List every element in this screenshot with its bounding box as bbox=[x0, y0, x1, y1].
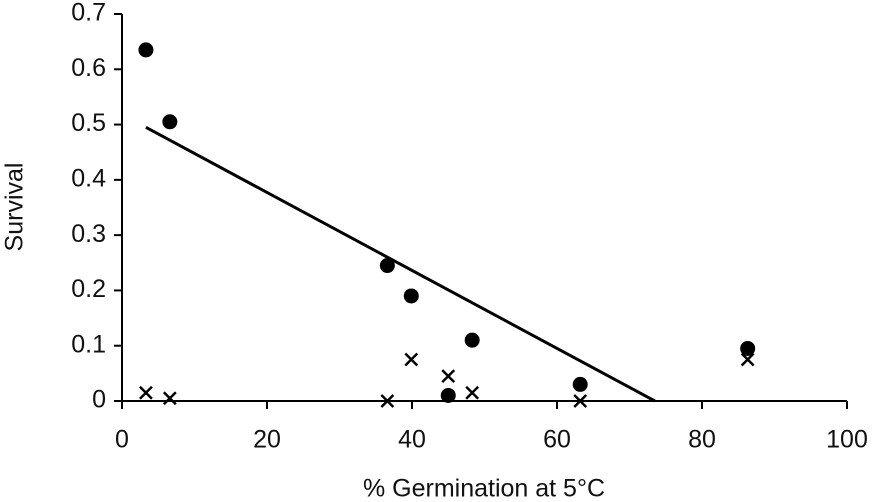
point bbox=[440, 387, 456, 403]
y-axis-title: Survival bbox=[1, 163, 29, 252]
point bbox=[464, 332, 480, 348]
y-tick-label: 0.4 bbox=[71, 164, 106, 192]
x-tick-label: 20 bbox=[253, 426, 281, 454]
point bbox=[573, 394, 588, 408]
x-axis-title: % Germination at 5°C bbox=[363, 475, 605, 502]
point bbox=[572, 376, 588, 392]
x-tick-label: 60 bbox=[543, 426, 571, 454]
point bbox=[139, 385, 153, 400]
y-tick-label: 0.1 bbox=[71, 330, 106, 358]
point bbox=[441, 369, 456, 384]
y-tick-label: 0 bbox=[92, 386, 106, 414]
y-tick-label: 0.5 bbox=[71, 109, 106, 137]
y-tick-label: 0.2 bbox=[71, 275, 106, 303]
y-tick-label: 0.7 bbox=[71, 0, 106, 27]
point bbox=[162, 391, 177, 406]
point bbox=[162, 114, 178, 130]
trend-line bbox=[145, 126, 656, 403]
x-tick-label: 80 bbox=[688, 426, 716, 454]
point bbox=[138, 42, 154, 58]
x-tick-label: 0 bbox=[115, 426, 129, 454]
y-tick-label: 0.3 bbox=[71, 220, 106, 248]
x-tick-label: 100 bbox=[826, 426, 868, 454]
point bbox=[740, 340, 756, 356]
point bbox=[403, 288, 419, 304]
x-tick-label: 40 bbox=[398, 426, 426, 454]
point bbox=[465, 385, 480, 400]
y-tick-label: 0.6 bbox=[71, 54, 106, 82]
point bbox=[380, 394, 395, 408]
point bbox=[740, 352, 755, 367]
point bbox=[379, 258, 395, 274]
point bbox=[404, 352, 419, 367]
